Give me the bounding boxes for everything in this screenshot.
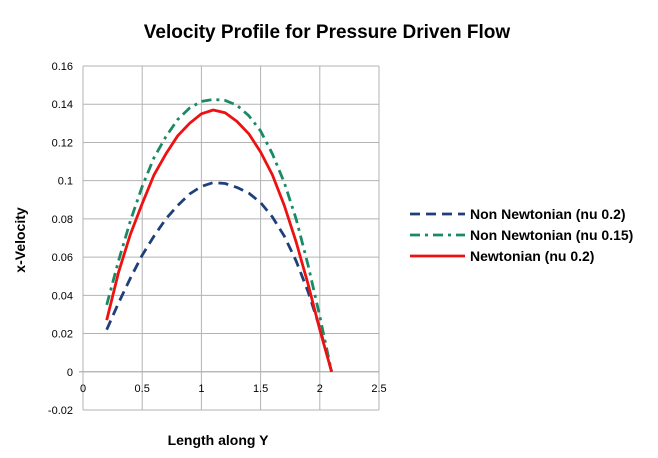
y-tick-label: -0.02 — [48, 405, 73, 417]
x-axis-label: Length along Y — [168, 432, 270, 448]
chart-title: Velocity Profile for Pressure Driven Flo… — [144, 22, 511, 43]
x-tick-label: 2.5 — [371, 383, 386, 395]
y-tick-label: 0.02 — [52, 329, 73, 341]
axes: -0.02 0 0.02 0.04 0.06 0.08 0.1 0.12 0.14 0.16 0 0.… — [48, 61, 387, 417]
x-tick-label: 1.5 — [253, 383, 268, 395]
x-tick-label: 0 — [80, 383, 86, 395]
y-tick-label: 0.08 — [52, 214, 73, 226]
series-line-2 — [105, 98, 333, 373]
y-axis-label: x-Velocity — [12, 207, 28, 273]
y-tick-label: 0 — [67, 367, 73, 379]
y-tick-label: 0.12 — [52, 137, 73, 149]
y-tick-label: 0.06 — [52, 252, 73, 264]
legend-label: Non Newtonian (nu 0.15) — [470, 227, 633, 243]
y-tick-label: 0.04 — [52, 290, 73, 302]
legend-label: Newtonian (nu 0.2) — [470, 248, 594, 264]
grid — [82, 65, 380, 411]
series-lines — [105, 98, 333, 373]
y-tick-label: 0.16 — [52, 61, 73, 73]
legend-label: Non Newtonian (nu 0.2) — [470, 206, 626, 222]
y-tick-label: 0.1 — [58, 176, 73, 188]
legend: Non Newtonian (nu 0.2) Non Newtonian (nu … — [410, 206, 633, 264]
x-tick-label: 0.5 — [135, 383, 150, 395]
x-tick-label: 2 — [317, 383, 323, 395]
series-line-1 — [105, 181, 333, 373]
x-tick-label: 1 — [198, 383, 204, 395]
y-tick-label: 0.14 — [52, 99, 73, 111]
series-line-3 — [105, 108, 333, 373]
